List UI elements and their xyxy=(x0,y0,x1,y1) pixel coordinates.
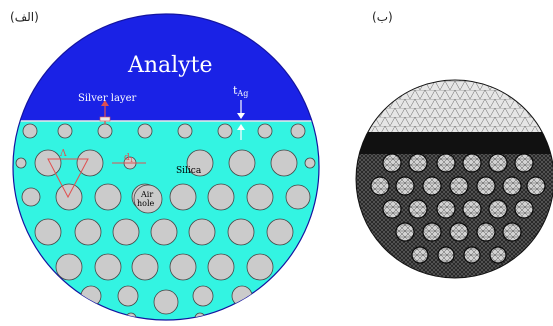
air-hole xyxy=(285,184,311,210)
analyte-label: Analyte xyxy=(127,53,213,78)
air-hole xyxy=(188,218,216,246)
mesh-air-hole xyxy=(476,222,496,242)
mesh-air-hole xyxy=(463,246,481,264)
air-hole xyxy=(169,183,197,211)
air-hole xyxy=(34,218,62,246)
air-hole xyxy=(207,183,235,211)
diameter-label: d1 xyxy=(124,153,134,164)
mesh-metal-layer xyxy=(356,132,553,154)
t-ag-arrowhead-top xyxy=(237,113,245,119)
air-hole xyxy=(74,218,102,246)
air-hole xyxy=(228,149,256,177)
air-hole-small xyxy=(260,289,272,301)
mesh-air-hole xyxy=(422,222,442,242)
air-hole-small xyxy=(194,312,206,320)
air-hole xyxy=(246,253,274,281)
t-ag-arrowhead-bottom xyxy=(237,124,245,130)
fiber-border xyxy=(12,13,320,321)
panel-label-a: (الف) xyxy=(10,10,39,24)
air-hole xyxy=(186,149,214,177)
air-hole-small xyxy=(57,123,73,139)
mesh-air-hole xyxy=(370,176,390,196)
air-hole-small xyxy=(15,157,27,169)
air-hole-small xyxy=(288,260,302,274)
air-hole-small xyxy=(29,260,43,274)
air-hole xyxy=(34,149,62,177)
air-hole-small xyxy=(97,123,113,139)
mesh-air-hole xyxy=(382,199,402,219)
silica-label: Silica xyxy=(176,166,202,176)
mesh-air-hole xyxy=(382,153,402,173)
panel-label-b: (ب) xyxy=(372,10,393,24)
air-hole xyxy=(94,183,122,211)
air-hole xyxy=(227,218,255,246)
air-hole-small xyxy=(304,157,316,169)
air-hole-small xyxy=(125,312,137,320)
mesh-air-hole xyxy=(449,222,469,242)
mesh-air-hole xyxy=(408,153,428,173)
air-hole xyxy=(55,253,83,281)
air-hole-small xyxy=(217,123,233,139)
mesh-air-hole xyxy=(488,153,508,173)
mesh-air-hole xyxy=(437,246,455,264)
air-hole xyxy=(131,253,159,281)
t-ag-label: tAg xyxy=(233,84,248,98)
air-hole xyxy=(112,218,140,246)
mesh-air-hole xyxy=(449,176,469,196)
air-hole xyxy=(94,253,122,281)
pitch-triangle xyxy=(47,158,89,199)
air-hole-small xyxy=(177,123,193,139)
air-hole xyxy=(270,149,298,177)
air-hole xyxy=(55,183,83,211)
pitch-label: Λ xyxy=(59,149,67,159)
mesh-air-hole xyxy=(502,176,522,196)
air-hole-small xyxy=(22,123,38,139)
air-hole xyxy=(117,285,139,307)
air-hole-label-line2: hole xyxy=(137,199,155,208)
air-hole xyxy=(192,285,214,307)
silver-layer-label: Silver layer xyxy=(78,93,137,104)
air-hole xyxy=(207,253,235,281)
air-hole xyxy=(76,149,104,177)
mesh-air-hole xyxy=(411,246,429,264)
air-hole-small xyxy=(60,289,72,301)
air-hole xyxy=(80,285,102,307)
mesh-air-hole xyxy=(514,153,534,173)
silver-layer-arrowhead xyxy=(101,100,109,106)
mesh-air-hole xyxy=(502,222,522,242)
air-hole xyxy=(150,218,178,246)
air-hole-small xyxy=(137,123,153,139)
mesh-air-holes xyxy=(370,153,546,264)
labeled-air-hole xyxy=(133,184,163,214)
mesh-air-hole xyxy=(395,222,415,242)
air-hole-small xyxy=(290,123,306,139)
air-hole xyxy=(246,183,274,211)
mesh-air-hole xyxy=(436,153,456,173)
air-hole-small xyxy=(257,123,273,139)
air-hole xyxy=(21,187,41,207)
panel-a-cross-section: d1 Λ Analyte Silver layer tAg Silica Air xyxy=(12,13,320,321)
air-hole xyxy=(169,253,197,281)
mesh-air-hole xyxy=(514,199,534,219)
mesh-air-hole xyxy=(462,199,482,219)
mesh-air-hole xyxy=(395,176,415,196)
silver-layer-marker xyxy=(99,116,111,122)
air-hole-label-line1: Air xyxy=(140,190,153,199)
mesh-air-hole xyxy=(408,199,428,219)
mesh-air-hole xyxy=(476,176,496,196)
panel-b-mesh xyxy=(355,79,553,279)
mesh-air-hole xyxy=(422,176,442,196)
air-hole xyxy=(153,289,179,315)
mesh-air-hole xyxy=(488,199,508,219)
mesh-border xyxy=(355,79,553,279)
mesh-air-hole xyxy=(489,246,507,264)
air-hole xyxy=(266,218,294,246)
mesh-air-hole xyxy=(526,176,546,196)
mesh-air-hole xyxy=(436,199,456,219)
mesh-air-hole xyxy=(462,153,482,173)
